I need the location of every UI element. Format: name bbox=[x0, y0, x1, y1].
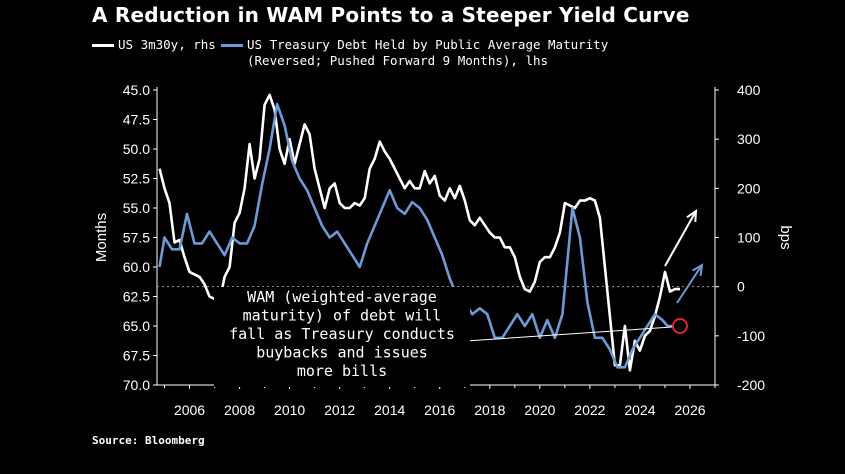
x-tick-label: 2006 bbox=[174, 402, 205, 418]
x-tick-label: 2016 bbox=[424, 402, 455, 418]
right-tick-label: -100 bbox=[737, 328, 765, 344]
right-tick-label: 0 bbox=[737, 279, 745, 295]
right-tick-label: 100 bbox=[737, 230, 761, 246]
left-tick-label: 52.5 bbox=[123, 171, 150, 187]
legend-item-wam: US Treasury Debt Held by Public Average … bbox=[221, 37, 608, 69]
x-tick-label: 2018 bbox=[474, 402, 505, 418]
right-axis-title: bps bbox=[777, 225, 794, 249]
left-tick-label: 45.0 bbox=[123, 82, 150, 98]
right-tick-label: 400 bbox=[737, 82, 761, 98]
x-tick-label: 2012 bbox=[324, 402, 355, 418]
left-tick-label: 47.5 bbox=[123, 112, 150, 128]
x-tick-label: 2010 bbox=[274, 402, 305, 418]
legend-swatch-white bbox=[92, 44, 114, 47]
source-note: Source: Bloomberg bbox=[92, 434, 205, 447]
arrow-white-head bbox=[686, 208, 698, 223]
annotation-line: WAM (weighted-average bbox=[247, 288, 437, 306]
x-axis: 2006 2008 2010 2012 2014 2016 2018 2020 2022 2024… bbox=[157, 384, 716, 418]
right-tick-label: 200 bbox=[737, 180, 761, 196]
legend-label-wam-line1: US Treasury Debt Held by Public Average … bbox=[247, 37, 609, 52]
arrow-blue-head bbox=[692, 263, 704, 277]
plot-area bbox=[158, 93, 680, 372]
right-axis: 400 300 200 100 0 -100 -200 bps bbox=[714, 82, 794, 393]
series-line-3m30y bbox=[158, 93, 680, 372]
legend-swatch-blue bbox=[221, 44, 243, 47]
chart-title: A Reduction in WAM Points to a Steeper Y… bbox=[92, 3, 690, 27]
left-tick-label: 55.0 bbox=[123, 200, 150, 216]
legend-label-wam-line2: (Reversed; Pushed Forward 9 Months), lhs bbox=[247, 53, 549, 68]
annotation-line: more bills bbox=[297, 362, 387, 380]
right-tick-label: -200 bbox=[737, 377, 765, 393]
annotation-box bbox=[214, 287, 470, 387]
left-tick-label: 70.0 bbox=[123, 377, 150, 393]
annotation-line: buybacks and issues bbox=[256, 344, 428, 362]
x-tick-label: 2024 bbox=[624, 402, 655, 418]
arrow-white-shaft bbox=[664, 210, 697, 267]
x-tick-label: 2020 bbox=[524, 402, 555, 418]
x-tick-label: 2026 bbox=[674, 402, 705, 418]
left-tick-label: 60.0 bbox=[123, 259, 150, 275]
left-tick-label: 65.0 bbox=[123, 318, 150, 334]
highlight-circle bbox=[671, 318, 688, 334]
x-tick-label: 2014 bbox=[374, 402, 405, 418]
annotation-leader-line bbox=[465, 326, 673, 342]
legend-label-3m30y: US 3m30y, rhs bbox=[118, 37, 216, 52]
left-tick-label: 62.5 bbox=[123, 289, 150, 305]
left-tick-label: 57.5 bbox=[123, 230, 150, 246]
left-tick-label: 67.5 bbox=[123, 348, 150, 364]
annotation-line: fall as Treasury conducts bbox=[229, 325, 455, 343]
left-axis-title: Months bbox=[93, 213, 110, 262]
series-line-wam bbox=[158, 102, 673, 369]
annotation-line: maturity) of debt will bbox=[243, 307, 442, 325]
x-tick-label: 2022 bbox=[574, 402, 605, 418]
right-tick-label: 300 bbox=[737, 131, 761, 147]
left-tick-label: 50.0 bbox=[123, 141, 150, 157]
left-axis: 45.0 47.5 50.0 52.5 55.0 57.5 60.0 62.5 65.0 67.5… bbox=[93, 82, 158, 393]
legend-item-3m30y: US 3m30y, rhs bbox=[92, 37, 216, 53]
x-tick-label: 2008 bbox=[224, 402, 255, 418]
arrow-blue-shaft bbox=[676, 264, 703, 304]
